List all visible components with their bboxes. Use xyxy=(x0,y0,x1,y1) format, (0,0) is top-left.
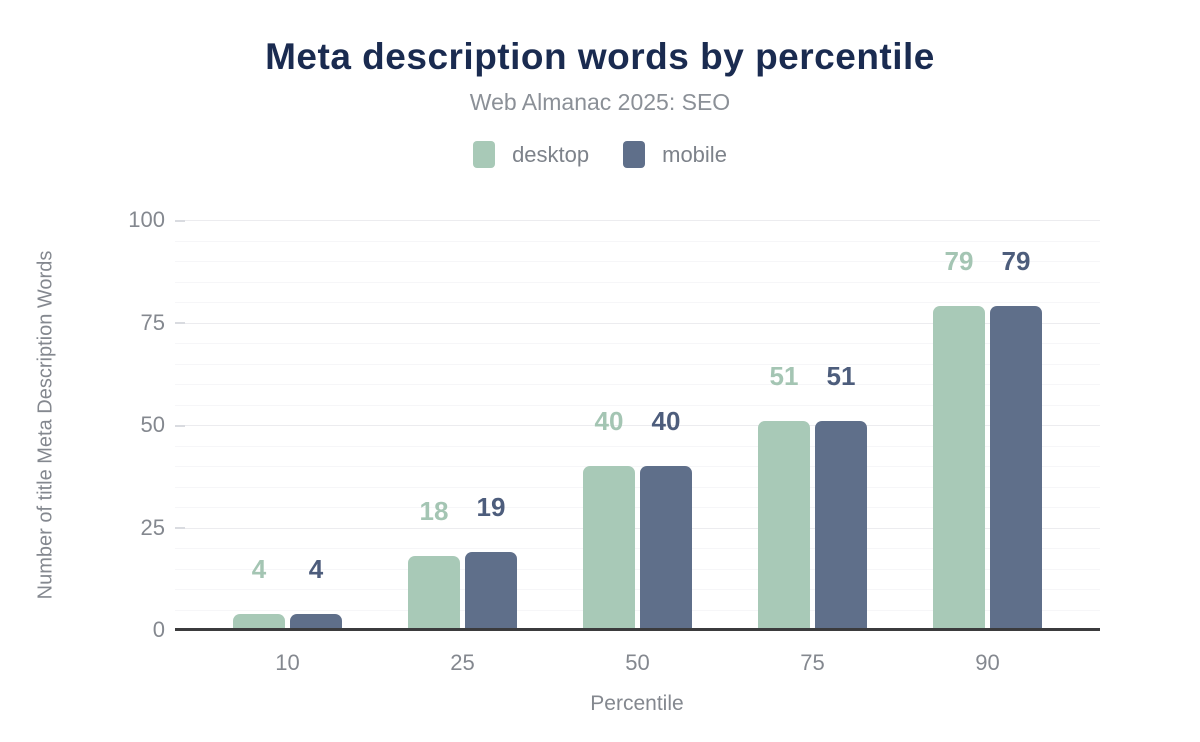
bar-desktop xyxy=(408,556,460,630)
minor-gridline xyxy=(175,568,1100,570)
value-label-desktop: 40 xyxy=(594,406,624,436)
bar-cell-desktop: 51 xyxy=(758,363,810,630)
value-label-desktop: 4 xyxy=(251,553,267,584)
bar-mobile xyxy=(465,552,517,630)
x-axis-title: Percentile xyxy=(590,692,684,715)
x-tick-label: 90 xyxy=(975,650,1000,675)
value-label-desktop: 18 xyxy=(419,496,449,527)
value-label-desktop: 51 xyxy=(769,360,799,391)
bars-row: 4 4 18 19 40 40 51 51 79 79 xyxy=(200,220,1075,630)
value-label-mobile: 4 xyxy=(308,553,324,584)
bar-cell-mobile: 19 xyxy=(465,494,517,630)
chart-title: Meta description words by percentile xyxy=(265,36,935,77)
y-axis-title: Number of title Meta Description Words xyxy=(34,250,57,600)
desktop-swatch-icon xyxy=(473,141,496,168)
minor-gridline xyxy=(175,486,1100,488)
minor-gridline xyxy=(175,240,1100,242)
y-tick-label: 75 xyxy=(140,309,165,335)
bar-desktop xyxy=(233,613,285,630)
bar-desktop xyxy=(583,466,635,630)
value-label-desktop: 79 xyxy=(944,246,974,277)
major-gridline xyxy=(175,220,1100,221)
bar-cell-desktop: 18 xyxy=(408,498,460,630)
bar-cell-desktop: 40 xyxy=(583,408,635,630)
mobile-swatch-icon xyxy=(623,141,646,168)
y-tick-label: 0 xyxy=(152,617,165,642)
bar-cell-mobile: 79 xyxy=(990,248,1042,630)
bar-mobile xyxy=(815,420,867,630)
major-gridline xyxy=(175,527,1100,529)
bar-mobile xyxy=(640,466,692,630)
minor-gridline xyxy=(175,384,1100,385)
minor-gridline xyxy=(175,445,1100,447)
minor-gridline xyxy=(175,589,1100,590)
legend-label-desktop: desktop xyxy=(512,141,590,167)
minor-gridline xyxy=(175,548,1100,549)
value-label-mobile: 19 xyxy=(476,492,506,523)
y-tick-label: 25 xyxy=(140,514,165,540)
x-tick-label: 50 xyxy=(625,650,650,675)
major-gridline xyxy=(175,425,1100,426)
value-label-mobile: 51 xyxy=(826,360,856,391)
minor-gridline xyxy=(175,363,1100,365)
y-tick-mark xyxy=(175,527,185,529)
value-label-mobile: 79 xyxy=(1001,246,1031,277)
legend-item-desktop: desktop xyxy=(473,141,589,168)
bar-mobile xyxy=(290,613,342,630)
bar-cell-mobile: 40 xyxy=(640,408,692,630)
minor-gridline xyxy=(175,343,1100,344)
minor-gridline xyxy=(175,507,1100,508)
chart-subtitle: Web Almanac 2025: SEO xyxy=(469,89,731,115)
bar-group-p25: 18 19 xyxy=(375,220,550,630)
legend-label-mobile: mobile xyxy=(662,141,727,167)
minor-gridline xyxy=(175,302,1100,303)
value-label-mobile: 40 xyxy=(651,406,681,436)
y-tick-mark xyxy=(175,424,185,427)
bar-mobile xyxy=(990,306,1042,630)
bar-desktop xyxy=(933,306,985,630)
x-tick-label: 75 xyxy=(800,650,825,675)
x-tick-label: 10 xyxy=(275,650,300,675)
minor-gridline xyxy=(175,261,1100,262)
bar-cell-desktop: 4 xyxy=(233,556,285,630)
x-axis-tick-labels: 10 25 50 75 90 xyxy=(200,650,1075,676)
x-axis-line xyxy=(175,628,1100,631)
legend-item-mobile: mobile xyxy=(623,141,727,168)
bar-cell-mobile: 4 xyxy=(290,556,342,630)
x-tick-label: 25 xyxy=(450,650,475,675)
bar-desktop xyxy=(758,420,810,630)
y-tick-mark xyxy=(175,219,185,222)
minor-gridline xyxy=(175,609,1100,611)
y-tick-mark xyxy=(175,322,185,324)
bar-cell-desktop: 79 xyxy=(933,248,985,630)
y-tick-label: 100 xyxy=(128,207,165,232)
bar-cell-mobile: 51 xyxy=(815,363,867,630)
plot-area: 0 25 50 75 100 4 4 18 19 40 40 51 51 79 79 xyxy=(128,208,1100,642)
bar-group-p90: 79 79 xyxy=(900,220,1075,630)
minor-gridline xyxy=(175,466,1100,467)
bar-group-p50: 40 40 xyxy=(550,220,725,630)
minor-gridline xyxy=(175,404,1100,406)
minor-gridline xyxy=(175,281,1100,283)
y-tick-label: 50 xyxy=(140,412,165,437)
legend: desktop mobile xyxy=(0,141,1200,168)
bar-group-p75: 51 51 xyxy=(725,220,900,630)
major-gridline xyxy=(175,322,1100,324)
